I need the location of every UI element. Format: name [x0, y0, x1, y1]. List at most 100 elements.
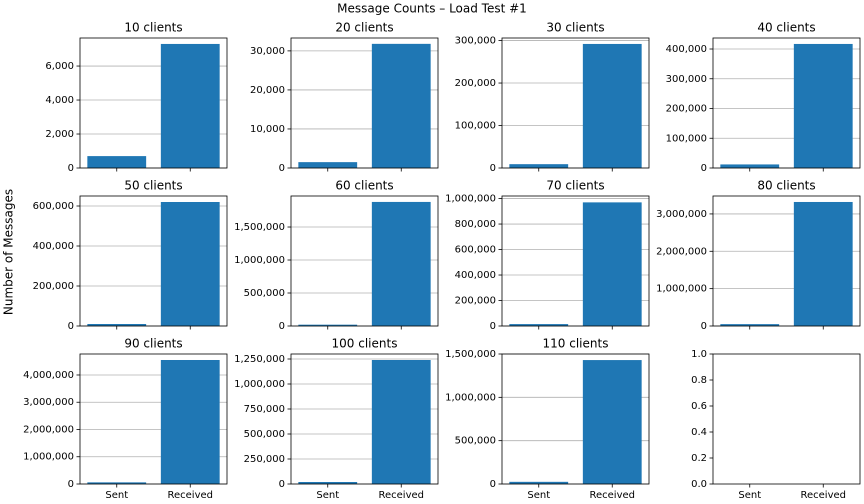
y-tick-label: 400,000: [455, 270, 496, 281]
subplot-title: 90 clients: [124, 337, 182, 351]
subplot: 0 1,000,000 2,000,000 3,000,000 4,000,000 Sen…: [23, 337, 228, 501]
subplot-title: 110 clients: [543, 337, 609, 351]
y-tick-label: 2,000,000: [23, 424, 74, 435]
y-tick-label: 2,000: [45, 129, 74, 140]
bar: [793, 201, 853, 326]
y-tick-label: 300,000: [666, 74, 707, 85]
y-tick-label: 500,000: [244, 429, 285, 440]
bar: [509, 481, 569, 484]
y-tick-label: 600,000: [33, 201, 74, 212]
y-tick-label: 400,000: [33, 241, 74, 252]
axes-frame: [712, 195, 861, 327]
subplot-title: 40 clients: [757, 21, 815, 35]
y-tick-label: 10,000: [250, 124, 285, 135]
x-tick-label: Sent: [105, 490, 128, 501]
bar: [371, 201, 431, 326]
y-tick-label: 100,000: [455, 121, 496, 132]
y-tick-label: 6,000: [45, 61, 74, 72]
y-tick-label: 0.0: [691, 479, 707, 490]
y-tick-label: 0: [279, 479, 285, 490]
subplot-title: 70 clients: [546, 179, 604, 193]
bar: [298, 162, 358, 168]
bar: [793, 43, 853, 168]
subplot: 0 500,000 1,000,000 1,500,000 60 clients: [234, 179, 439, 332]
y-tick-label: 200,000: [666, 104, 707, 115]
y-tick-label: 500,000: [244, 288, 285, 299]
x-tick-label: Sent: [316, 490, 339, 501]
axes-frame: [501, 353, 650, 485]
bar: [87, 324, 147, 326]
figure-title: Message Counts – Load Test #1: [337, 2, 527, 16]
y-tick-label: 0: [490, 163, 496, 174]
y-tick-label: 200,000: [33, 281, 74, 292]
y-tick-label: 600,000: [455, 245, 496, 256]
y-tick-label: 3,000,000: [656, 209, 707, 220]
y-tick-label: 1,000,000: [656, 284, 707, 295]
bar: [582, 43, 642, 169]
y-tick-label: 0: [68, 163, 74, 174]
y-tick-label: 0: [279, 321, 285, 332]
x-tick-label: Received: [379, 490, 425, 501]
y-tick-label: 1,000,000: [234, 255, 285, 266]
y-tick-label: 1,250,000: [234, 354, 285, 365]
axes-frame: [712, 353, 861, 485]
x-tick-label: Received: [168, 490, 214, 501]
axes-frame: [501, 37, 650, 169]
bar: [87, 156, 147, 168]
y-tick-label: 0: [279, 163, 285, 174]
y-tick-label: 4,000: [45, 95, 74, 106]
subplot: 0 100,000 200,000 300,000 30 clients: [455, 21, 650, 174]
y-tick-label: 200,000: [455, 78, 496, 89]
bar: [160, 43, 220, 169]
y-tick-label: 2,000,000: [656, 246, 707, 257]
y-tick-label: 0.4: [691, 427, 707, 438]
y-tick-label: 750,000: [244, 404, 285, 415]
y-tick-label: 0.8: [691, 375, 707, 386]
axes-frame: [712, 37, 861, 169]
x-tick-label: Sent: [527, 490, 550, 501]
bar: [582, 202, 642, 326]
y-tick-label: 4,000,000: [23, 370, 74, 381]
bar: [298, 482, 358, 484]
y-tick-label: 0: [701, 321, 707, 332]
y-tick-label: 800,000: [455, 219, 496, 230]
y-tick-label: 0: [701, 163, 707, 174]
subplot: 0 250,000 500,000 750,000 1,000,000 1,250,000…: [234, 337, 439, 501]
subplot: 0 100,000 200,000 300,000 400,000 40 clients: [666, 21, 861, 174]
y-tick-label: 0.2: [691, 453, 707, 464]
y-axis-label: Number of Messages: [2, 189, 16, 315]
y-tick-label: 20,000: [250, 85, 285, 96]
bar: [582, 360, 642, 484]
axes-frame: [79, 195, 228, 327]
axes-frame: [501, 195, 650, 327]
y-tick-label: 0: [68, 321, 74, 332]
y-tick-label: 400,000: [666, 44, 707, 55]
subplot-title: 50 clients: [124, 179, 182, 193]
y-tick-label: 30,000: [250, 46, 285, 57]
y-tick-label: 1,000,000: [445, 392, 496, 403]
subplot-title: 100 clients: [332, 337, 398, 351]
y-tick-label: 200,000: [455, 296, 496, 307]
axes-frame: [290, 37, 439, 169]
axes-frame: [79, 37, 228, 169]
x-tick-label: Sent: [738, 490, 761, 501]
subplot: 0 500,000 1,000,000 1,500,000 Sent Received 11…: [445, 337, 650, 501]
y-tick-label: 3,000,000: [23, 397, 74, 408]
axes-frame: [79, 353, 228, 485]
bar: [509, 164, 569, 168]
y-tick-label: 0: [68, 479, 74, 490]
bar: [371, 43, 431, 169]
y-tick-label: 1,500,000: [234, 222, 285, 233]
y-tick-label: 500,000: [455, 436, 496, 447]
axes-frame: [290, 353, 439, 485]
y-tick-label: 1,500,000: [445, 349, 496, 360]
subplot: 0 200,000 400,000 600,000 800,000 1,000,000 70…: [445, 179, 650, 332]
y-tick-label: 1,000,000: [445, 194, 496, 205]
y-tick-label: 1.0: [691, 349, 707, 360]
bar: [298, 324, 358, 326]
y-tick-label: 0.6: [691, 401, 707, 412]
y-tick-label: 300,000: [455, 36, 496, 47]
subplot-title: 20 clients: [335, 21, 393, 35]
